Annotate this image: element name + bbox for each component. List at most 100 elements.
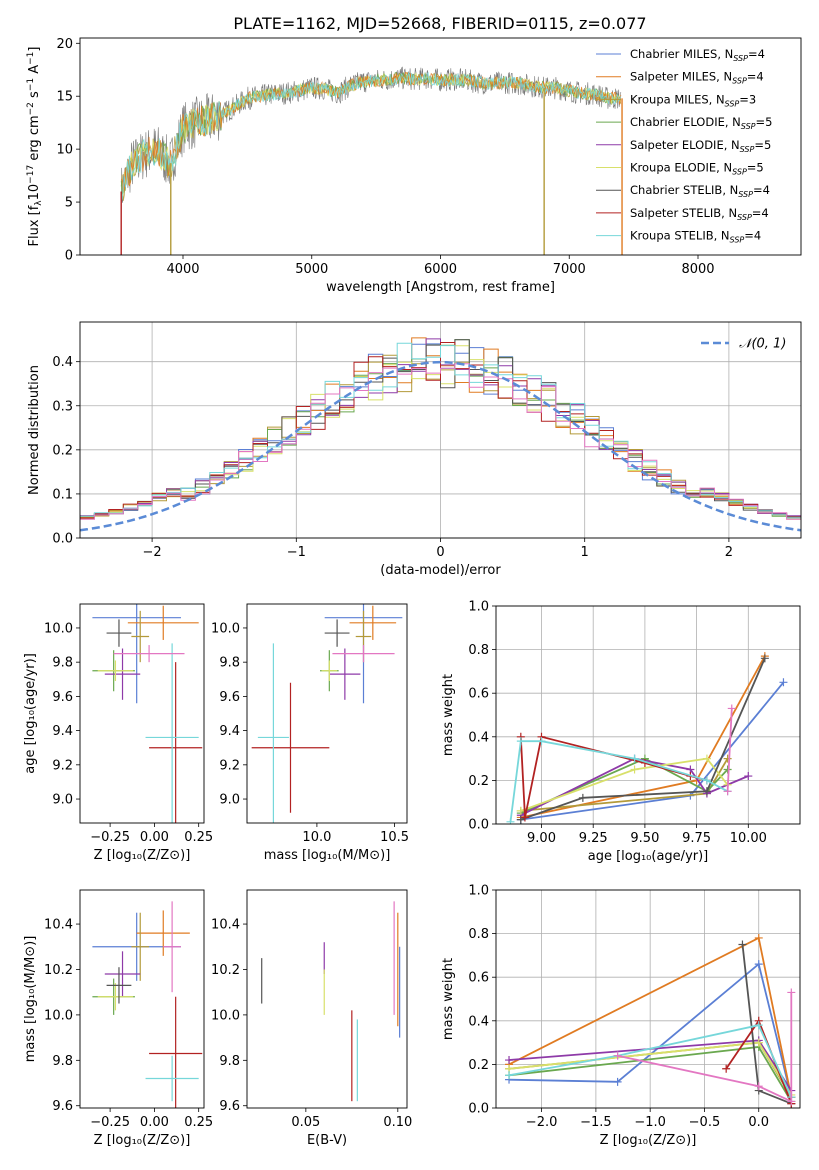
mass-weight-point — [723, 787, 732, 796]
mass-weight-point — [754, 1021, 763, 1030]
y-axis-label: age [log₁₀(age/yr)] — [23, 653, 38, 774]
x-tick-label: 7000 — [553, 262, 586, 277]
y-tick-label: 10.0 — [211, 1008, 240, 1023]
mass-weight-point — [537, 737, 546, 746]
mass-weight-point — [760, 654, 769, 663]
x-tick-label: 4000 — [166, 262, 199, 277]
mass-weight-point — [506, 817, 515, 824]
y-tick-label: 9.4 — [52, 724, 73, 739]
figure-title: PLATE=1162, MJD=52668, FIBERID=0115, z=0… — [233, 14, 646, 33]
x-tick-label: 0.05 — [291, 1115, 320, 1130]
y-tick-label: 0.3 — [52, 399, 73, 414]
y-tick-label: 10.0 — [44, 621, 73, 636]
x-tick-label: 0.00 — [140, 830, 169, 845]
legend-entry: Chabrier STELIB, NSSP=4 — [630, 183, 770, 199]
x-tick-label: 0.0 — [748, 1115, 769, 1130]
x-tick-label: 9.50 — [630, 831, 659, 846]
x-axis-label: Z [log₁₀(Z/Z⊙)] — [94, 1133, 191, 1148]
x-tick-label: −1.5 — [580, 1115, 612, 1130]
legend-entry: Kroupa ELODIE, NSSP=5 — [630, 161, 764, 177]
mass-Z-panel: −0.25 0.00 0.25 9.6 9.8 10.0 10.2 10.4 Z [log₁₀(… — [23, 889, 213, 1148]
mass-weight-series-line — [520, 757, 729, 812]
mass-weight-series-line — [509, 740, 729, 822]
x-tick-label: 6000 — [424, 262, 457, 277]
y-tick-label: 10.0 — [211, 621, 240, 636]
y-tick-label: 10 — [56, 143, 73, 158]
weight-age-plot — [506, 652, 788, 824]
x-tick-label: 10.0 — [302, 830, 331, 845]
mass-weight-point — [738, 940, 747, 949]
mass-weight-point — [787, 988, 796, 997]
y-tick-label: 9.4 — [219, 724, 240, 739]
x-axis-label: Z [log₁₀(Z/Z⊙)] — [600, 1133, 697, 1148]
mass-weight-point — [702, 776, 711, 785]
y-tick-label: 9.2 — [52, 758, 73, 773]
mass-weight-point — [613, 1051, 622, 1060]
age-Z-plot — [92, 604, 203, 823]
x-tick-label: −1.0 — [634, 1115, 666, 1130]
y-tick-label: 5 — [65, 196, 73, 211]
x-tick-label: 2 — [725, 545, 733, 560]
mass-weight-point — [722, 1064, 731, 1073]
spectrum-plot — [120, 66, 623, 255]
legend-entry: Salpeter MILES, NSSP=4 — [630, 70, 764, 86]
mass-weight-point — [754, 1082, 763, 1091]
y-tick-label: 0.0 — [468, 1102, 489, 1117]
mass-weight-point — [516, 806, 525, 815]
y-tick-label: 0.2 — [52, 443, 73, 458]
spectrum-axes-frame — [79, 37, 802, 256]
y-tick-label: 0.0 — [52, 532, 73, 547]
y-tick-label: 9.2 — [219, 758, 240, 773]
legend-entry: Salpeter STELIB, NSSP=4 — [630, 206, 769, 222]
x-tick-label: 1 — [581, 545, 589, 560]
x-tick-label: 9.00 — [527, 831, 556, 846]
mass-weight-point — [505, 1056, 514, 1065]
x-axis-label: (data-model)/error — [380, 563, 501, 578]
mass-weight-point — [702, 787, 711, 796]
mass-weight-point — [613, 1077, 622, 1086]
legend-entry: Chabrier MILES, NSSP=4 — [630, 47, 765, 63]
residuals-axes-frame — [79, 321, 802, 539]
weight-age-axes-frame — [495, 605, 801, 825]
mass-weight-point — [702, 754, 711, 763]
mass-weight-point — [516, 815, 525, 824]
mass-weight-point — [723, 754, 732, 763]
weight-Z-axes-frame — [495, 889, 801, 1109]
y-tick-label: 10.2 — [44, 963, 73, 978]
x-tick-label: 0.10 — [383, 1115, 412, 1130]
y-tick-label: 0.4 — [52, 355, 73, 370]
y-tick-label: 0.4 — [468, 1014, 489, 1029]
x-tick-label: 5000 — [295, 262, 328, 277]
x-tick-label: 0.00 — [140, 1115, 169, 1130]
y-tick-label: 0.2 — [468, 774, 489, 789]
x-tick-label: −0.25 — [90, 830, 130, 845]
y-tick-label: 0.6 — [468, 971, 489, 986]
y-tick-label: 9.6 — [219, 690, 240, 705]
x-axis-label: mass [log₁₀(M/M⊙)] — [264, 848, 391, 863]
age-Z-panel: −0.25 0.00 0.25 9.0 9.2 9.4 9.6 9.8 10.0 Z [log₁₀… — [23, 603, 213, 863]
y-tick-label: 0.4 — [468, 730, 489, 745]
mass-EBV-plot — [261, 901, 401, 1102]
y-tick-label: 1.0 — [468, 884, 489, 899]
mass-weight-point — [787, 1097, 796, 1106]
residuals-panel: −2 −1 0 1 2 0.0 0.1 0.2 0.3 0.4 (data-model)/error… — [27, 321, 802, 578]
mass-weight-point — [630, 754, 639, 763]
model-spectrum-line — [120, 71, 622, 201]
legend-entry: Kroupa STELIB, NSSP=4 — [630, 229, 761, 245]
x-tick-label: −0.25 — [90, 1115, 130, 1130]
mass-EBV-axes-frame — [246, 889, 408, 1109]
weight-Z-panel: −2.0 −1.5 −1.0 −0.5 0.0 0.0 0.2 0.4 0.6 0.8 1.0 Z [… — [441, 884, 801, 1148]
legend-entry: Kroupa MILES, NSSP=3 — [630, 92, 756, 108]
mass-EBV-panel: 0.05 0.10 9.6 9.8 10.0 10.2 10.4 E(B-V) — [211, 889, 412, 1148]
mass-weight-series-line — [520, 757, 729, 814]
weight-age-panel: 9.00 9.25 9.50 9.75 10.00 0.0 0.2 0.4 0.6 0.8 1.0 a… — [441, 600, 801, 864]
legend-entry: Salpeter ELODIE, NSSP=5 — [630, 138, 771, 154]
mass-weight-point — [505, 1071, 514, 1080]
y-axis-label: mass weight — [441, 958, 456, 1040]
legend-entry: Chabrier ELODIE, NSSP=5 — [630, 115, 772, 131]
mass-weight-point — [630, 765, 639, 774]
y-tick-label: 0.6 — [468, 687, 489, 702]
y-tick-label: 0.8 — [468, 927, 489, 942]
age-mass-plot — [251, 604, 403, 823]
